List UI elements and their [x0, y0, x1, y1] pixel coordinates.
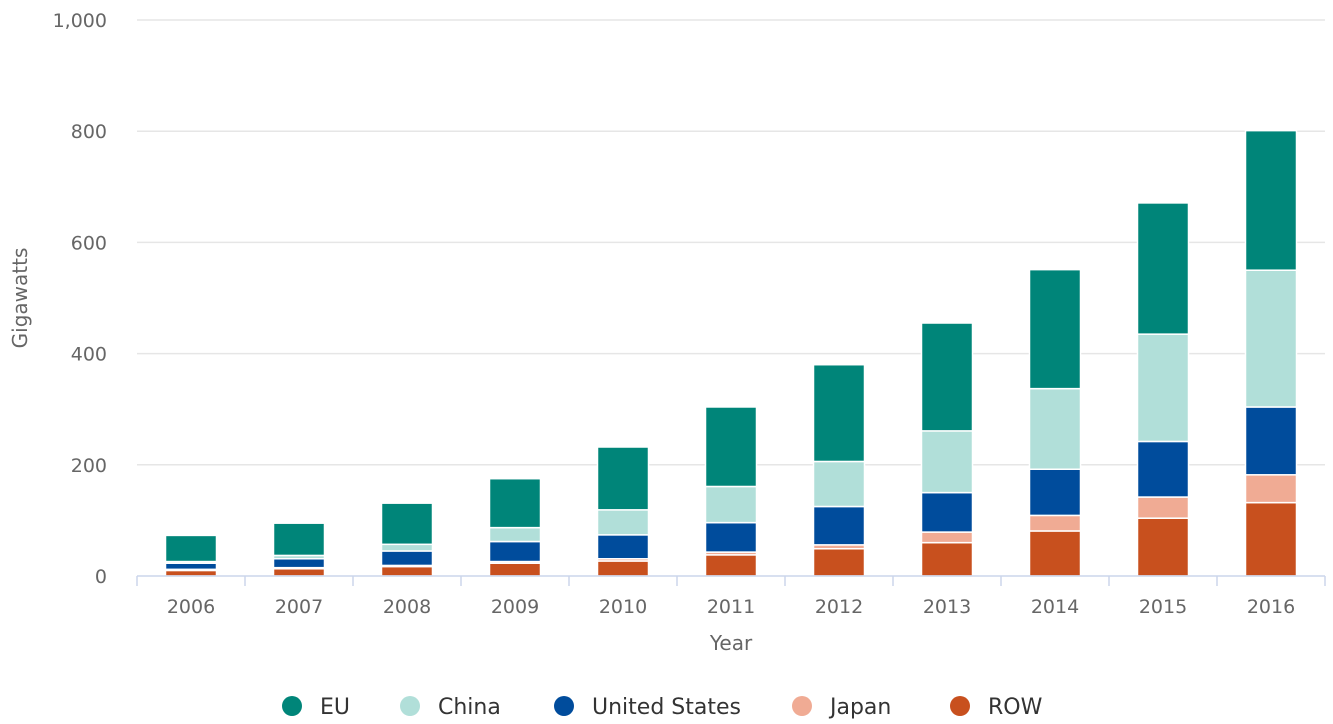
y-tick-label: 600	[71, 232, 107, 254]
y-tick-label: 200	[71, 455, 107, 477]
bar-segment-row[interactable]	[812, 548, 866, 577]
x-tick-label: 2014	[1031, 596, 1079, 618]
bar-segment-united-states[interactable]	[1244, 406, 1298, 476]
x-tick-label: 2009	[491, 596, 539, 618]
bar-segment-eu[interactable]	[596, 446, 650, 511]
bar-segment-eu[interactable]	[1244, 129, 1298, 271]
x-tick-label: 2008	[383, 596, 431, 618]
bar-segment-united-states[interactable]	[812, 505, 866, 546]
x-tick-label: 2013	[923, 596, 971, 618]
bar-segment-china[interactable]	[1244, 269, 1298, 408]
y-tick-label: 800	[71, 121, 107, 143]
bar-segment-united-states[interactable]	[1028, 468, 1082, 517]
bar-segment-row[interactable]	[272, 568, 326, 577]
bar-segment-china[interactable]	[1136, 333, 1190, 443]
legend-marker	[554, 696, 574, 716]
legend-marker	[282, 696, 302, 716]
bar-segment-eu[interactable]	[1028, 268, 1082, 390]
legend-marker	[792, 696, 812, 716]
legend-marker	[400, 696, 420, 716]
bar-segment-row[interactable]	[164, 569, 218, 577]
bar-segment-row[interactable]	[1136, 517, 1190, 577]
bar-segment-china[interactable]	[596, 509, 650, 536]
bar-segment-china[interactable]	[1028, 387, 1082, 470]
y-tick-label: 1,000	[53, 10, 107, 32]
bar-segment-eu[interactable]	[704, 406, 758, 488]
bar-segment-eu[interactable]	[164, 534, 218, 563]
bar-segment-row[interactable]	[488, 562, 542, 577]
x-tick-label: 2016	[1247, 596, 1295, 618]
bar-segment-eu[interactable]	[272, 522, 326, 557]
bar-segment-japan[interactable]	[1028, 514, 1082, 532]
legend-item-united-states[interactable]: United States	[554, 695, 741, 720]
y-tick-label: 400	[71, 344, 107, 366]
x-tick-label: 2015	[1139, 596, 1187, 618]
legend-item-eu[interactable]: EU	[282, 695, 350, 720]
bar-segment-eu[interactable]	[920, 322, 974, 432]
x-tick-label: 2010	[599, 596, 647, 618]
legend: EU China United States Japan ROW	[282, 695, 1043, 720]
bar-segment-row[interactable]	[704, 554, 758, 577]
bar-segment-united-states[interactable]	[920, 491, 974, 533]
bar-segment-row[interactable]	[1028, 530, 1082, 577]
x-tick-label: 2006	[167, 596, 215, 618]
legend-label: EU	[320, 695, 350, 720]
gridlines	[137, 19, 1325, 466]
bar-segment-eu[interactable]	[812, 363, 866, 463]
bar-segment-china[interactable]	[704, 485, 758, 524]
legend-label: United States	[592, 695, 741, 720]
axes: 0 200 400 600 800 1,000 2006 2007 2008 2009 2010 20…	[53, 10, 1326, 618]
y-axis-title: Gigawatts	[8, 248, 32, 349]
legend-label: Japan	[828, 695, 891, 720]
legend-marker	[950, 696, 970, 716]
bar-segment-eu[interactable]	[380, 502, 434, 546]
bar-segment-united-states[interactable]	[272, 558, 326, 569]
legend-label: China	[438, 695, 501, 720]
legend-item-china[interactable]: China	[400, 695, 501, 720]
bars	[164, 129, 1298, 577]
bar-segment-eu[interactable]	[1136, 202, 1190, 335]
y-tick-label: 0	[95, 566, 107, 588]
x-axis-title: Year	[709, 631, 753, 655]
bar-segment-china[interactable]	[488, 526, 542, 543]
bar-segment-china[interactable]	[812, 460, 866, 508]
bar-segment-row[interactable]	[380, 565, 434, 577]
bar-segment-japan[interactable]	[1136, 496, 1190, 519]
bar-segment-japan[interactable]	[920, 531, 974, 544]
bar-segment-row[interactable]	[1244, 501, 1298, 577]
bar-segment-united-states[interactable]	[704, 521, 758, 553]
bar-segment-china[interactable]	[920, 430, 974, 494]
bar-segment-row[interactable]	[596, 560, 650, 577]
legend-item-row[interactable]: ROW	[950, 695, 1043, 720]
bar-segment-united-states[interactable]	[1136, 440, 1190, 498]
bar-segment-united-states[interactable]	[488, 540, 542, 563]
bar-segment-united-states[interactable]	[380, 550, 434, 567]
x-tick-label: 2007	[275, 596, 323, 618]
x-tick-label: 2011	[707, 596, 755, 618]
legend-item-japan[interactable]: Japan	[792, 695, 891, 720]
bar-segment-japan[interactable]	[1244, 474, 1298, 504]
bar-segment-united-states[interactable]	[596, 534, 650, 560]
x-tick-label: 2012	[815, 596, 863, 618]
bar-segment-eu[interactable]	[488, 477, 542, 529]
bar-segment-row[interactable]	[920, 541, 974, 577]
legend-label: ROW	[988, 695, 1043, 720]
bar-segment-united-states[interactable]	[164, 562, 218, 571]
bar-segment-china[interactable]	[380, 543, 434, 552]
